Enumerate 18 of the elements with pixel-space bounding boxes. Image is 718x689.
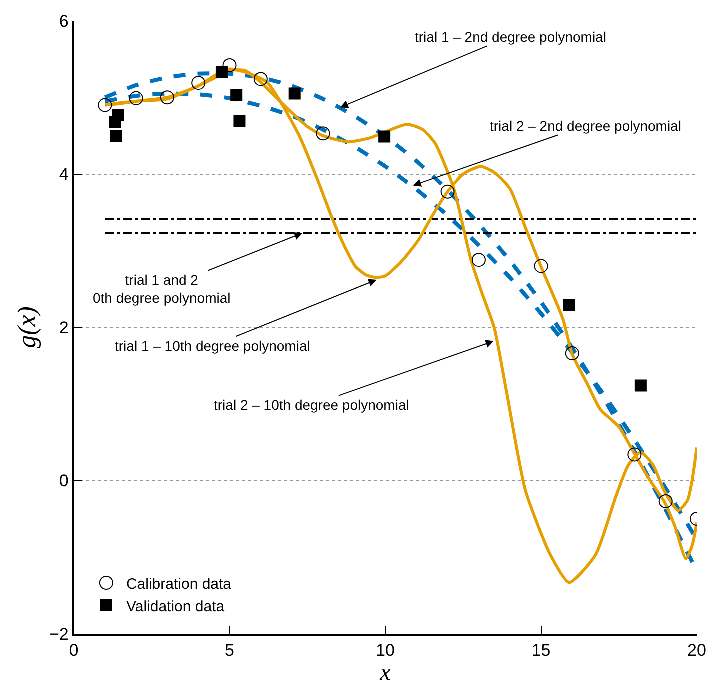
annotation: trial 2 – 10th degree polynomial: [214, 397, 410, 413]
annotation: trial 2 – 2nd degree polynomial: [490, 118, 682, 134]
y-tick-label: 0: [59, 472, 69, 491]
x-axis-title: x: [379, 660, 392, 686]
annotation: trial 1 and 2 0th degree polynomial: [93, 272, 231, 306]
y-tick-label: 6: [59, 12, 69, 31]
y-tick-label: 2: [59, 318, 69, 338]
x-tick-label: 5: [225, 641, 234, 660]
x-tick-label: 20: [688, 641, 706, 660]
y-tick-label: −2: [49, 624, 69, 644]
legend-label: Calibration data: [126, 576, 232, 593]
legend-label: Validation data: [126, 598, 226, 616]
x-tick-label: 15: [532, 641, 551, 660]
x-tick-label: 10: [376, 641, 395, 660]
annotation: trial 1 – 10th degree polynomial: [115, 338, 310, 354]
y-tick-label: 4: [59, 165, 69, 184]
y-axis-title: g(x): [12, 306, 42, 348]
annotation: trial 1 – 2nd degree polynomial: [415, 29, 606, 45]
